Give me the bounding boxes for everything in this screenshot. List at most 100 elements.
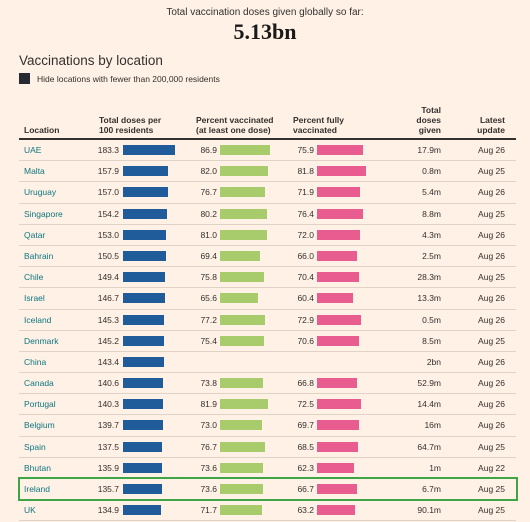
total-doses-value: 28.3m [417, 272, 441, 283]
doses-bar [123, 356, 164, 367]
location-link[interactable]: UK [24, 505, 36, 516]
percent-fully-value: 68.5 [297, 441, 314, 452]
table-body: UAE 183.3 86.9 75.9 17.9m Aug 26 Malta 157.9 82.… [18, 140, 518, 522]
latest-update-value: Aug 26 [478, 356, 505, 367]
table-row: Belgium 139.7 73.0 69.7 16m Aug 26 [19, 415, 516, 437]
latest-update-value: Aug 25 [478, 208, 505, 219]
latest-update-value: Aug 26 [478, 378, 505, 389]
percent-fully-value: 63.2 [297, 505, 314, 516]
percent-one-dose-bar [220, 166, 268, 177]
latest-update-value: Aug 26 [478, 399, 505, 410]
doses-bar [123, 505, 162, 516]
latest-update-value: Aug 22 [478, 462, 505, 473]
location-link[interactable]: Singapore [24, 208, 63, 219]
location-link[interactable]: Portugal [24, 399, 56, 410]
global-total-label: Total vaccination doses given globally s… [166, 7, 364, 18]
percent-fully-value: 70.4 [297, 272, 314, 283]
table-row: Qatar 153.0 81.0 72.0 4.3m Aug 26 [19, 225, 516, 246]
column-header-location[interactable]: Location [24, 125, 60, 135]
percent-one-dose-bar [220, 399, 268, 410]
location-link[interactable]: Denmark [24, 335, 59, 346]
total-doses-value: 6.7m [422, 484, 441, 494]
percent-fully-bar [317, 484, 357, 494]
location-link[interactable]: Canada [24, 378, 54, 389]
percent-fully-value: 60.4 [297, 293, 314, 304]
column-header-total-doses[interactable]: Total doses given [416, 105, 441, 135]
doses-per-100-value: 134.9 [97, 505, 119, 516]
doses-bar [123, 399, 163, 410]
doses-per-100-value: 140.3 [97, 399, 119, 410]
hide-small-locations-toggle[interactable]: Hide locations with fewer than 200,000 r… [19, 73, 220, 84]
location-link[interactable]: Ireland [24, 484, 50, 494]
table-row: Denmark 145.2 75.4 70.6 8.5m Aug 25 [19, 331, 516, 352]
total-doses-value: 14.4m [417, 399, 441, 410]
doses-bar [123, 166, 168, 177]
latest-update-value: Aug 26 [478, 314, 505, 325]
table-row: Uruguay 157.0 76.7 71.9 5.4m Aug 26 [19, 182, 516, 204]
percent-one-dose-value: 73.0 [200, 420, 217, 431]
percent-one-dose-bar [220, 250, 261, 261]
location-link[interactable]: UAE [24, 145, 42, 155]
percent-one-dose-value: 71.7 [200, 505, 217, 516]
doses-per-100-value: 183.3 [97, 145, 119, 155]
total-doses-value: 13.3m [417, 293, 441, 304]
percent-one-dose-value: 75.8 [200, 272, 217, 283]
table-row: Iceland 145.3 77.2 72.9 0.5m Aug 26 [19, 310, 516, 331]
doses-per-100-value: 143.4 [97, 356, 119, 367]
percent-one-dose-value: 80.2 [200, 208, 217, 219]
hide-small-locations-label: Hide locations with fewer than 200,000 r… [37, 73, 220, 84]
percent-one-dose-bar [220, 420, 263, 431]
latest-update-value: Aug 25 [478, 272, 505, 283]
total-doses-value: 8.8m [422, 208, 441, 219]
total-doses-value: 1m [429, 462, 441, 473]
location-link[interactable]: Malta [24, 166, 45, 177]
location-link[interactable]: Qatar [24, 229, 46, 240]
latest-update-value: Aug 26 [478, 229, 505, 240]
latest-update-value: Aug 25 [478, 335, 505, 346]
percent-fully-bar [317, 250, 357, 261]
table-row: Portugal 140.3 81.9 72.5 14.4m Aug 26 [19, 394, 516, 416]
doses-bar [123, 420, 163, 431]
checkbox-icon[interactable] [19, 73, 30, 84]
table-row: Spain 137.5 76.7 68.5 64.7m Aug 25 [19, 437, 516, 458]
location-link[interactable]: Spain [24, 441, 46, 452]
percent-one-dose-value: 76.7 [200, 441, 217, 452]
percent-fully-bar [317, 505, 355, 516]
total-doses-value: 0.8m [422, 166, 441, 177]
percent-fully-bar [317, 378, 358, 389]
section-title: Vaccinations by location [19, 53, 163, 68]
percent-fully-value: 70.6 [297, 335, 314, 346]
doses-bar [123, 187, 168, 198]
doses-per-100-value: 150.5 [97, 250, 119, 261]
column-header-latest-update[interactable]: Latest update [477, 115, 505, 135]
percent-one-dose-bar [220, 293, 258, 304]
latest-update-value: Aug 26 [478, 250, 505, 261]
location-link[interactable]: Bahrain [24, 250, 54, 261]
column-header-doses-per-100[interactable]: Total doses per 100 residents [99, 115, 162, 135]
total-doses-value: 8.5m [422, 335, 441, 346]
column-header-percent-one-dose[interactable]: Percent vaccinated (at least one dose) [196, 115, 274, 135]
doses-bar [123, 484, 162, 494]
doses-bar [123, 293, 165, 304]
percent-one-dose-value [195, 352, 217, 372]
location-link[interactable]: Bhutan [24, 462, 51, 473]
percent-fully-bar [317, 145, 363, 155]
doses-per-100-value: 135.9 [97, 462, 119, 473]
location-link[interactable]: Iceland [24, 314, 52, 325]
row-highlight [18, 477, 518, 502]
location-link[interactable]: Belgium [24, 420, 55, 431]
percent-fully-value: 66.0 [297, 250, 314, 261]
location-link[interactable]: China [24, 356, 47, 367]
table-row: Israel 146.7 65.6 60.4 13.3m Aug 26 [19, 288, 516, 310]
location-link[interactable]: Chile [24, 272, 44, 283]
total-doses-value: 90.1m [417, 505, 441, 516]
location-link[interactable]: Uruguay [24, 187, 57, 198]
location-link[interactable]: Israel [24, 293, 45, 304]
percent-one-dose-bar [220, 314, 265, 325]
percent-one-dose-bar [220, 272, 264, 283]
percent-fully-value: 81.8 [297, 166, 314, 177]
column-header-percent-fully[interactable]: Percent fully vaccinated [293, 115, 345, 135]
percent-fully-value: 66.8 [297, 378, 314, 389]
doses-per-100-value: 154.2 [97, 208, 119, 219]
percent-fully-value: 72.9 [297, 314, 314, 325]
